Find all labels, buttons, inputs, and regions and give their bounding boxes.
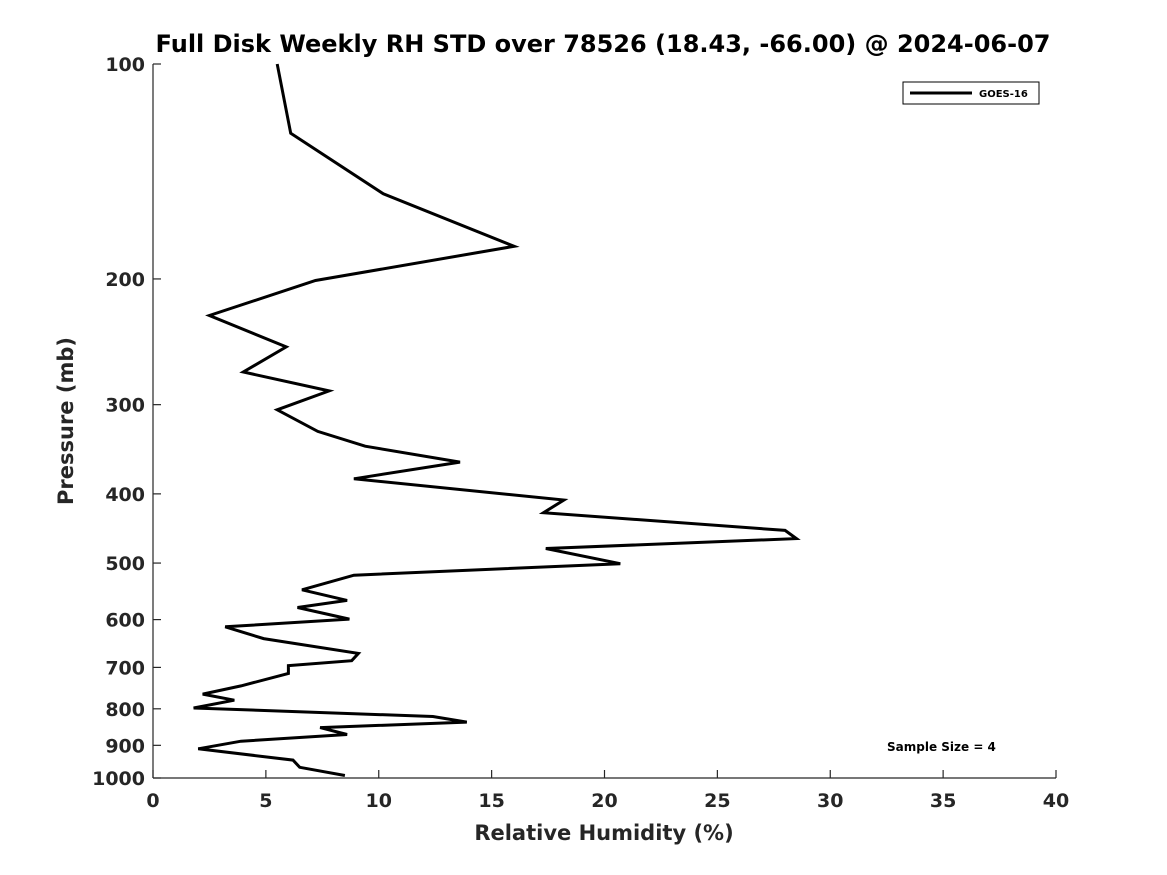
legend: GOES-16 [902,81,1040,105]
x-tick-label: 0 [146,790,159,812]
sample-size-annotation: Sample Size = 4 [887,740,996,754]
y-axis: 100 200 300 400 500 600 700 800 900 1000 [92,54,161,790]
y-tick-label: 400 [105,484,145,506]
y-tick-label: 100 [105,54,145,76]
x-tick-label: 40 [1043,790,1069,812]
series-line-goes-16 [193,63,801,777]
y-tick-label: 300 [105,395,145,417]
legend-label-goes-16: GOES-16 [979,89,1028,100]
y-tick-label: 200 [105,269,145,291]
x-tick-label: 20 [591,790,617,812]
y-axis-label: Pressure (mb) [54,337,78,505]
x-tick-label: 25 [704,790,730,812]
x-tick-label: 5 [259,790,272,812]
y-tick-label: 1000 [92,768,145,790]
x-axis: 0 5 10 15 20 25 30 35 40 [146,770,1069,812]
x-tick-label: 10 [366,790,392,812]
chart-title: Full Disk Weekly RH STD over 78526 (18.4… [156,30,1051,58]
x-tick-label: 15 [478,790,504,812]
series-layer [193,63,801,777]
y-tick-label: 700 [105,657,145,679]
y-tick-label: 500 [105,553,145,575]
y-tick-label: 800 [105,699,145,721]
x-tick-label: 30 [817,790,843,812]
x-axis-label: Relative Humidity (%) [474,821,733,845]
y-tick-label: 900 [105,735,145,757]
y-tick-label: 600 [105,610,145,632]
x-tick-label: 35 [930,790,956,812]
